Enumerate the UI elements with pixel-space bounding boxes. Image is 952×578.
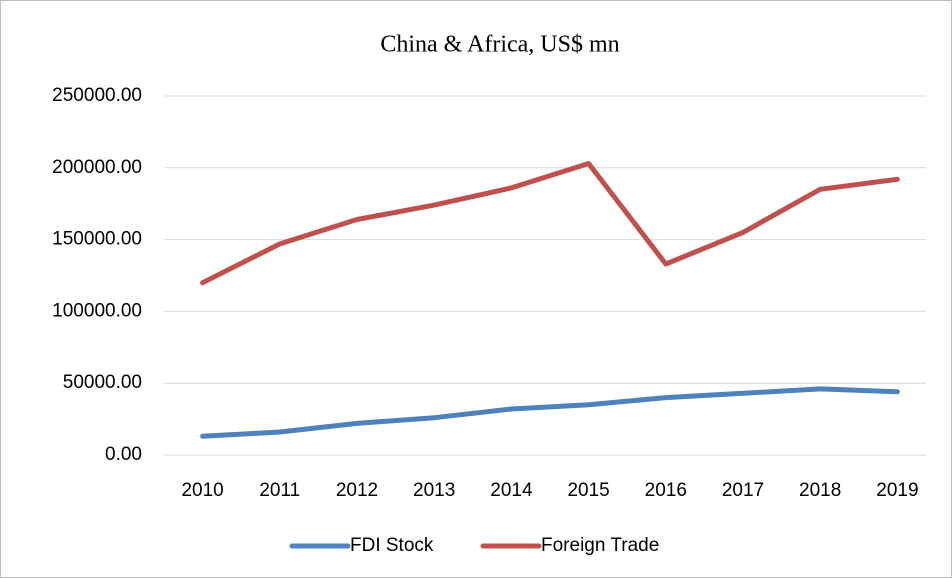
x-tick-label: 2018: [799, 480, 841, 501]
y-tick-label: 100000.00: [52, 300, 142, 321]
x-tick-label: 2014: [490, 480, 533, 501]
x-tick-label: 2019: [876, 480, 918, 501]
series-line: [200, 161, 900, 286]
chart-title: China & Africa, US$ mn: [380, 32, 619, 58]
legend-label: FDI Stock: [350, 535, 434, 556]
x-tick-label: 2013: [413, 480, 455, 501]
x-tick-label: 2017: [722, 480, 764, 501]
y-tick-label: 0.00: [105, 444, 142, 465]
x-tick-label: 2011: [259, 480, 300, 501]
x-tick-label: 2010: [181, 480, 223, 501]
series-line: [200, 386, 900, 439]
y-tick-label: 50000.00: [63, 372, 142, 393]
y-tick-label: 150000.00: [52, 229, 142, 250]
x-tick-label: 2015: [567, 480, 609, 501]
legend-label: Foreign Trade: [541, 535, 659, 556]
x-tick-label: 2012: [336, 480, 378, 501]
x-tick-label: 2016: [645, 480, 687, 501]
y-tick-label: 200000.00: [52, 157, 142, 178]
y-tick-label: 250000.00: [52, 85, 142, 106]
